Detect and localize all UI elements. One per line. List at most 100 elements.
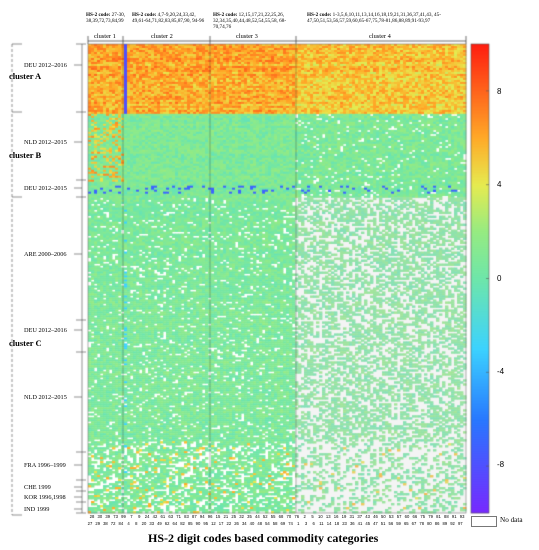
cluster-4-codes: HS-2 code: 1-3,5,6,10,11,13,14,16,18,19,… [307, 12, 441, 24]
x-tick-label: 14 [326, 521, 332, 526]
x-tick-label: 94 [199, 514, 205, 519]
x-tick-label: 19 [341, 514, 347, 519]
x-axis-title: HS-2 digit codes based commodity categor… [148, 531, 379, 545]
x-tick-label: 3 [304, 521, 308, 526]
x-tick-label: 23 [342, 521, 347, 526]
x-tick-label: 45 [365, 521, 371, 526]
no-data-label: No data [500, 516, 523, 524]
x-tick-label: 21 [223, 514, 229, 519]
x-tick-label: 48 [257, 521, 263, 526]
row-label-deu-2012-2015: DEU 2012–2015 [24, 185, 67, 192]
row-label-are-2000-2006: ARE 2000–2006 [24, 251, 67, 258]
row-label-fra-1996-1999: FRA 1996–1999 [24, 462, 66, 469]
x-tick-label: 26 [234, 521, 239, 526]
x-tick-label: 96 [207, 514, 213, 519]
x-tick-label: 8 [135, 521, 138, 526]
x-tick-label: 81 [436, 514, 441, 519]
x-tick-label: 13 [325, 514, 331, 519]
row-cluster-b-label: cluster B [9, 150, 42, 160]
x-tick-label: 37 [357, 514, 363, 519]
x-tick-label: 20 [141, 521, 147, 526]
cluster-1-codes: HS-2 code: 27-30, 38,39,72,73,84,99 [86, 12, 126, 24]
x-tick-label: 97 [457, 521, 463, 526]
x-tick-label: 7 [130, 514, 133, 519]
x-tick-label: 95 [203, 521, 209, 526]
x-tick-label: 60 [404, 514, 410, 519]
x-tick-label: 16 [333, 514, 339, 519]
x-tick-label: 41 [357, 521, 363, 526]
x-tick-label: 66 [412, 514, 418, 519]
x-tick-label: 83 [184, 514, 189, 519]
x-tick-label: 93 [459, 514, 465, 519]
x-tick-label: 99 [121, 514, 126, 519]
x-tick-label: 62 [164, 521, 170, 526]
x-tick-label: 56 [388, 521, 394, 526]
x-tick-label: 88 [444, 514, 449, 519]
x-tick-label: 35 [247, 514, 252, 519]
x-tick-label: 15 [215, 514, 221, 519]
x-tick-label: 39 [105, 514, 111, 519]
x-tick-label: 71 [176, 514, 181, 519]
x-tick-label: 87 [192, 514, 197, 519]
x-tick-label: 65 [403, 521, 409, 526]
colorbar-tick-4: 4 [497, 180, 502, 189]
colorbar-tick-neg8: -8 [497, 460, 505, 469]
x-tick-label: 33 [149, 521, 155, 526]
x-tick-label: 79 [428, 514, 433, 519]
x-tick-label: 29 [95, 521, 101, 526]
x-tick-label: 52 [262, 514, 268, 519]
x-tick-label: 18 [334, 521, 340, 526]
x-tick-label: 25 [231, 514, 237, 519]
column-cluster-3-label: cluster 3 [236, 33, 258, 40]
row-label-che-1999: CHE 1999 [24, 484, 51, 491]
x-tick-label: 55 [270, 514, 276, 519]
cluster-3-codes: HS-2 code: 12,15,17,21,22,25,26, 32,34,3… [213, 12, 287, 30]
row-label-nld-2012-2015-c: NLD 2012–2015 [24, 394, 67, 401]
x-tick-label: 10 [318, 514, 323, 519]
x-tick-label: 32 [239, 514, 244, 519]
x-tick-label: 67 [411, 521, 417, 526]
row-label-ind-1999: IND 1999 [24, 506, 50, 513]
row-label-kor-1996-1998: KOR 1996,1998 [24, 494, 66, 501]
x-tick-label: 59 [396, 521, 401, 526]
x-tick-label: 5 [311, 514, 314, 519]
x-tick-label: 44 [255, 514, 260, 519]
column-cluster-2-label: cluster 2 [151, 33, 173, 40]
x-tick-label: 47 [373, 521, 378, 526]
x-tick-label: 12 [211, 521, 216, 526]
x-tick-label: 22 [226, 521, 232, 526]
x-tick-label: 1 [297, 521, 300, 526]
x-tick-label: 75 [420, 514, 426, 519]
x-tick-label: 57 [396, 514, 402, 519]
x-tick-label: 43 [365, 514, 370, 519]
x-tick-label: 9 [138, 514, 141, 519]
row-label-nld-2012-2015-b: NLD 2012–2015 [24, 139, 67, 146]
x-tick-label: 69 [280, 521, 286, 526]
x-tick-label: 54 [265, 521, 270, 526]
x-tick-label: 86 [434, 521, 440, 526]
x-tick-label: 6 [312, 521, 315, 526]
cluster-2-codes: HS-2 code: 4,7-9,20,24,33,42, 49,61-64,7… [132, 12, 205, 24]
x-tick-label: 28 [89, 514, 95, 519]
x-tick-label: 74 [288, 521, 293, 526]
x-tick-label: 38 [103, 521, 108, 526]
x-tick-label: 2 [303, 514, 306, 519]
x-tick-label: 40 [249, 521, 255, 526]
column-cluster-1-label: cluster 1 [94, 33, 116, 40]
x-tick-label: 50 [381, 514, 386, 519]
x-tick-label: 53 [388, 514, 394, 519]
x-tick-label: 31 [349, 514, 355, 519]
x-tick-label: 89 [442, 521, 448, 526]
no-data-swatch [471, 516, 497, 527]
x-tick-label: 58 [272, 521, 278, 526]
x-tick-label: 11 [319, 521, 324, 526]
x-tick-label: 51 [380, 521, 386, 526]
x-tick-label: 36 [349, 521, 355, 526]
x-tick-label: 24 [144, 514, 150, 519]
colorbar-tick-8: 8 [497, 87, 502, 96]
x-tick-label: 92 [450, 521, 455, 526]
x-tick-label: 46 [373, 514, 378, 519]
x-tick-label: 82 [180, 521, 185, 526]
x-tick-label: 91 [451, 514, 457, 519]
